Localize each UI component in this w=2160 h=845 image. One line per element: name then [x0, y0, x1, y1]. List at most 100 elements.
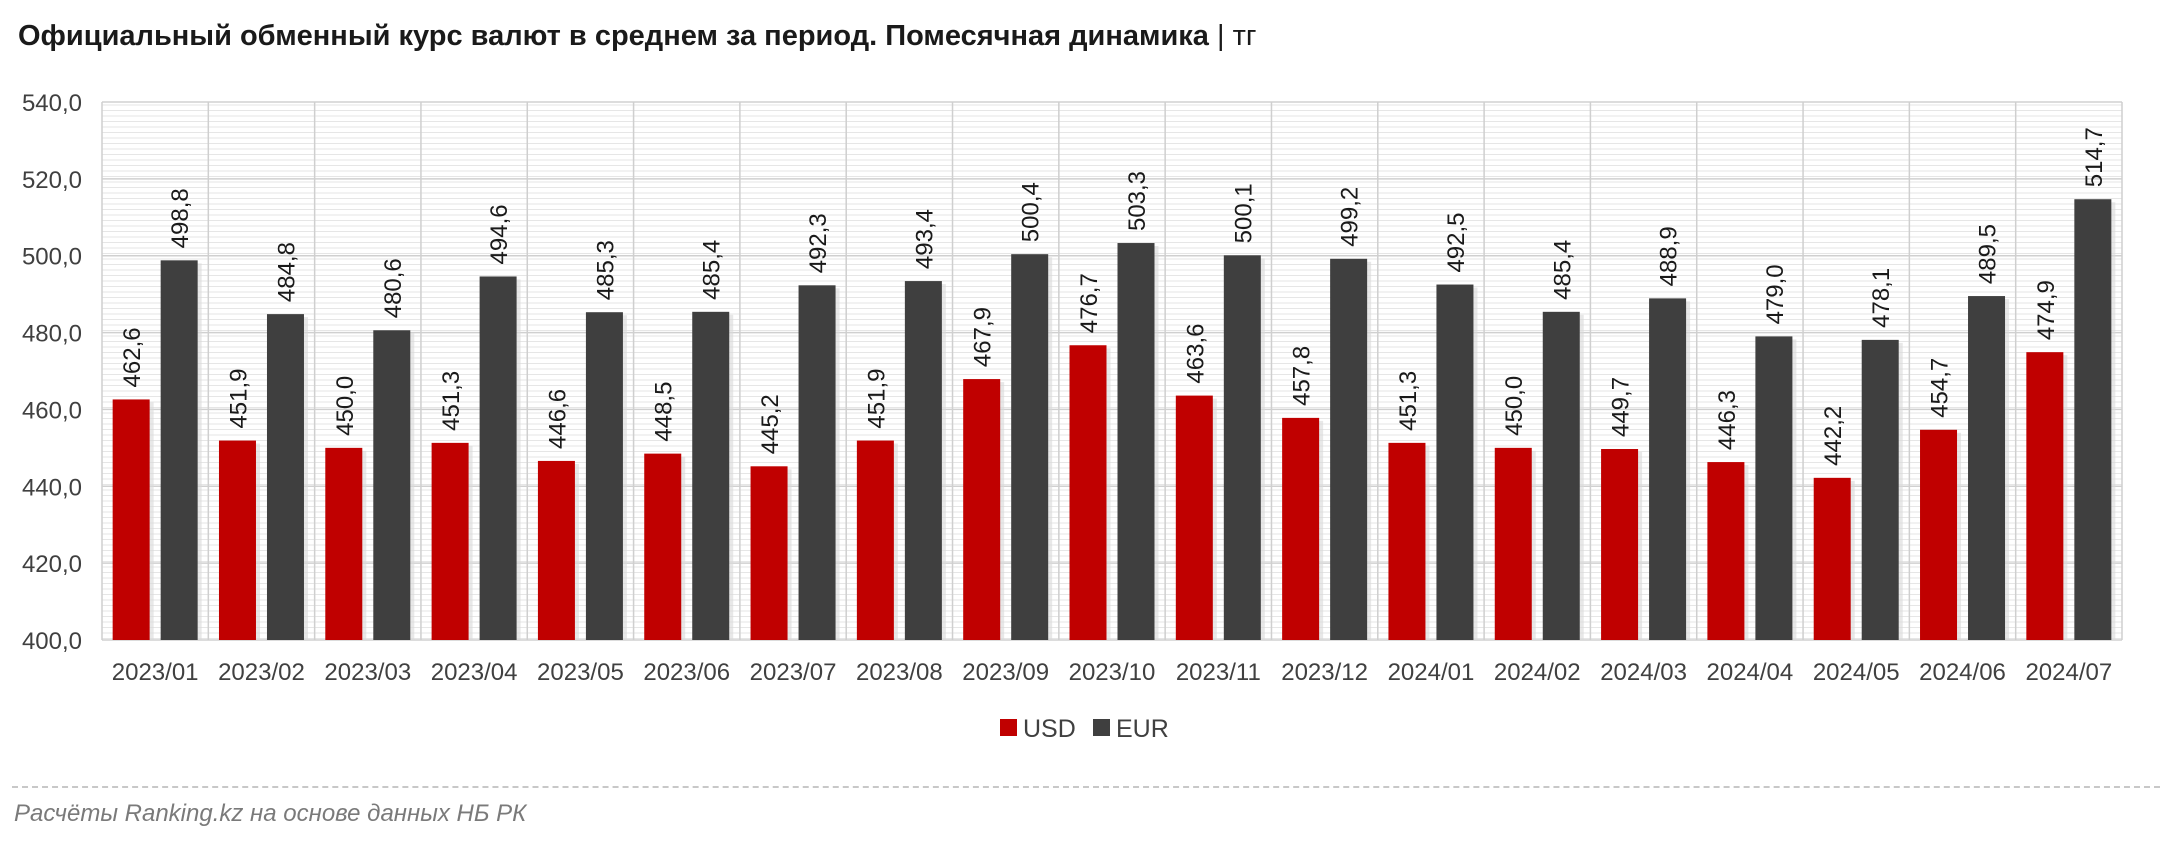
chart-title-unit: | тг: [1216, 20, 1257, 52]
bar-usd: [963, 379, 1001, 640]
data-label-eur: 500,4: [1018, 182, 1045, 242]
bar-eur: [1330, 258, 1368, 640]
x-tick-label: 2023/05: [537, 659, 624, 686]
x-tick-label: 2023/03: [324, 659, 411, 686]
bar-usd: [112, 399, 150, 640]
x-tick-label: 2024/03: [1600, 659, 1687, 686]
bar-eur: [160, 260, 198, 640]
x-tick-label: 2024/02: [1494, 659, 1581, 686]
x-axis: 2023/01 2023/02 2023/03 2023/04 2023/05 2023/…: [112, 659, 2112, 686]
data-label-usd: 451,9: [863, 368, 890, 428]
x-tick-label: 2024/06: [1919, 659, 2006, 686]
y-tick-label: 440,0: [22, 474, 82, 501]
y-tick-label: 420,0: [22, 551, 82, 578]
data-label-eur: 493,4: [911, 209, 938, 269]
data-label-usd: 450,0: [1501, 376, 1528, 436]
bar-usd: [750, 466, 788, 640]
bar-eur: [1649, 298, 1687, 640]
data-label-usd: 467,9: [970, 307, 997, 367]
bar-eur: [1755, 336, 1793, 640]
data-label-usd: 457,8: [1289, 346, 1316, 406]
data-label-eur: 500,1: [1230, 183, 1257, 243]
bar-eur: [1117, 243, 1155, 641]
data-label-usd: 476,7: [1076, 273, 1103, 333]
data-label-usd: 451,3: [438, 371, 465, 431]
bar-chart: 400,0 420,0 440,0 460,0 480,0 500,0 520,0 540,0…: [22, 90, 2123, 743]
x-tick-label: 2023/10: [1069, 659, 1156, 686]
data-label-eur: 489,5: [1975, 224, 2002, 284]
data-label-usd: 449,7: [1608, 377, 1635, 437]
y-axis: 400,0 420,0 440,0 460,0 480,0 500,0 520,0 540,0: [22, 90, 82, 655]
chart-title-text: Официальный обменный курс валют в средне…: [18, 20, 1209, 52]
legend: USD EUR: [1000, 715, 1169, 743]
x-tick-label: 2024/05: [1813, 659, 1900, 686]
bar-usd: [1601, 449, 1639, 640]
data-label-eur: 484,8: [273, 242, 300, 302]
data-label-usd: 474,9: [2033, 280, 2060, 340]
data-label-usd: 446,6: [544, 389, 571, 449]
bar-usd: [1813, 477, 1851, 640]
bar-usd: [2026, 352, 2064, 640]
data-label-usd: 463,6: [1182, 324, 1209, 384]
source-note: Расчёты Ranking.kz на основе данных НБ Р…: [14, 800, 527, 827]
bar-eur: [266, 314, 304, 640]
data-label-eur: 503,3: [1124, 171, 1151, 231]
bar-usd: [1707, 462, 1745, 640]
bar-eur: [2074, 199, 2112, 640]
data-label-usd: 451,9: [225, 368, 252, 428]
x-tick-label: 2023/02: [218, 659, 305, 686]
bar-usd: [1175, 395, 1213, 640]
y-tick-label: 400,0: [22, 628, 82, 655]
legend-swatch-usd: [1000, 719, 1017, 736]
data-label-eur: 485,4: [699, 240, 726, 300]
data-label-usd: 445,2: [757, 394, 784, 454]
bar-usd: [856, 440, 894, 640]
legend-swatch-eur: [1093, 719, 1110, 736]
x-tick-label: 2023/09: [962, 659, 1049, 686]
bar-usd: [1282, 417, 1320, 640]
legend-label-eur: EUR: [1116, 715, 1169, 743]
data-label-eur: 478,1: [1868, 268, 1895, 328]
data-label-eur: 485,3: [592, 240, 619, 300]
y-tick-label: 460,0: [22, 397, 82, 424]
bar-eur: [1542, 311, 1580, 640]
bar-usd: [325, 447, 363, 640]
data-label-eur: 479,0: [1762, 264, 1789, 324]
data-label-usd: 451,3: [1395, 371, 1422, 431]
bar-eur: [585, 312, 623, 640]
x-tick-label: 2023/04: [431, 659, 518, 686]
chart-title: Официальный обменный курс валют в средне…: [18, 20, 1256, 53]
x-tick-label: 2024/04: [1707, 659, 1794, 686]
bar-usd: [1069, 345, 1107, 640]
bar-usd: [537, 460, 575, 640]
bar-eur: [1861, 339, 1899, 640]
bar-eur: [373, 330, 411, 640]
data-label-eur: 498,8: [167, 188, 194, 248]
x-tick-label: 2023/07: [750, 659, 837, 686]
bar-usd: [1388, 442, 1426, 640]
bar-eur: [1968, 296, 2006, 640]
x-tick-label: 2024/07: [2025, 659, 2112, 686]
bar-usd: [644, 453, 682, 640]
y-tick-label: 520,0: [22, 167, 82, 194]
bar-eur: [1436, 284, 1474, 640]
bar-eur: [1011, 254, 1049, 641]
data-label-usd: 442,2: [1820, 406, 1847, 466]
bar-usd: [218, 440, 256, 640]
data-label-eur: 499,2: [1337, 187, 1364, 247]
data-label-usd: 446,3: [1714, 390, 1741, 450]
bar-eur: [1223, 255, 1261, 640]
x-tick-label: 2023/08: [856, 659, 943, 686]
bar-usd: [431, 442, 469, 640]
x-tick-label: 2023/12: [1281, 659, 1368, 686]
legend-label-usd: USD: [1023, 715, 1076, 743]
data-label-eur: 485,4: [1549, 240, 1576, 300]
data-label-usd: 448,5: [651, 382, 678, 442]
bar-eur: [692, 311, 730, 640]
data-label-eur: 494,6: [486, 204, 513, 264]
y-tick-label: 480,0: [22, 321, 82, 348]
data-label-eur: 492,5: [1443, 212, 1470, 272]
bar-usd: [1920, 429, 1958, 640]
y-tick-label: 540,0: [22, 90, 82, 117]
y-tick-label: 500,0: [22, 244, 82, 271]
